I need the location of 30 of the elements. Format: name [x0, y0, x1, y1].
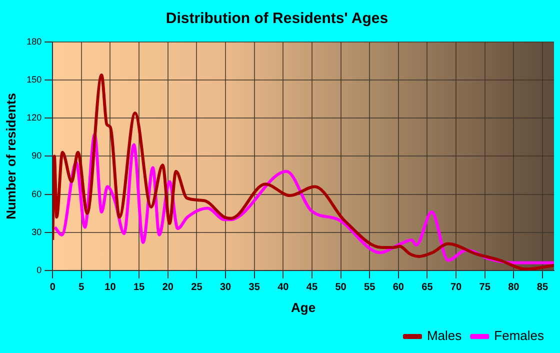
x-tick-label: 5 — [78, 282, 85, 294]
y-tick-label: 60 — [32, 188, 42, 199]
x-axis-title: Age — [291, 300, 316, 315]
x-tick-label: 80 — [508, 282, 520, 294]
chart-title: Distribution of Residents' Ages — [166, 10, 388, 28]
x-tick-label: 65 — [422, 282, 434, 294]
x-tick-label: 60 — [392, 282, 404, 294]
x-tick-label: 40 — [278, 282, 290, 294]
x-tick-label: 70 — [450, 282, 462, 294]
x-tick-label: 75 — [479, 282, 491, 294]
x-tick-label: 35 — [248, 282, 260, 294]
legend-label: Females — [494, 328, 544, 344]
x-tick-label: 55 — [364, 282, 376, 294]
y-tick-label: 30 — [32, 226, 42, 237]
y-tick-label: 180 — [26, 36, 42, 46]
y-tick-label: 0 — [36, 264, 42, 275]
y-tick-label: 150 — [26, 74, 42, 85]
x-tick-label: 15 — [134, 282, 146, 294]
y-axis-title: Number of residents — [3, 92, 18, 220]
x-tick-label: 50 — [335, 282, 347, 294]
x-tick-label: 20 — [162, 282, 174, 294]
x-tick-label: 25 — [191, 282, 203, 294]
x-tick-label: 10 — [104, 282, 116, 294]
x-tick-label: 0 — [50, 282, 56, 294]
y-tick-label: 90 — [32, 150, 42, 161]
x-tick-label: 30 — [220, 282, 232, 294]
y-tick-label: 120 — [26, 112, 42, 123]
x-tick-label: 85 — [536, 282, 548, 294]
x-tick-label: 45 — [306, 282, 318, 294]
legend-label: Males — [426, 328, 462, 344]
